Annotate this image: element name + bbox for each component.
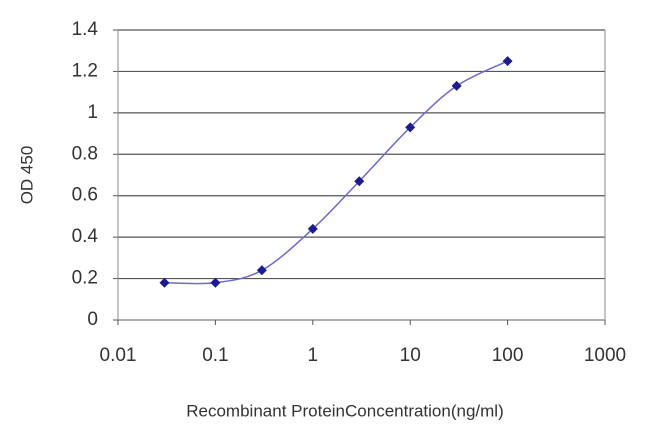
data-point: [405, 122, 416, 133]
x-tick-label: 0.1: [202, 345, 228, 366]
data-point: [307, 223, 318, 234]
y-tick-label: 1.4: [72, 19, 99, 40]
series-line: [164, 60, 508, 285]
y-tick-label: 0.4: [72, 226, 99, 247]
data-point: [502, 56, 513, 67]
x-tick-label: 10: [400, 345, 421, 366]
x-tick-label: 1000: [584, 345, 626, 366]
data-point: [354, 176, 365, 187]
y-axis-title: OD 450: [17, 146, 36, 205]
data-point: [159, 277, 170, 288]
y-tick-label: 0.6: [72, 185, 98, 206]
x-tick-label: 100: [492, 345, 524, 366]
y-tick-label: 0: [87, 309, 98, 330]
data-point: [256, 265, 267, 276]
x-tick-label: 0.01: [100, 345, 137, 366]
x-axis-title: Recombinant ProteinConcentration(ng/ml): [186, 401, 504, 420]
y-tick-label: 0.2: [72, 268, 98, 289]
data-point: [451, 80, 462, 91]
y-tick-label: 0.8: [72, 143, 98, 164]
y-tick-label: 1: [87, 102, 98, 123]
x-tick-label: 1: [308, 345, 319, 366]
y-tick-label: 1.2: [72, 60, 98, 81]
data-point: [210, 277, 221, 288]
